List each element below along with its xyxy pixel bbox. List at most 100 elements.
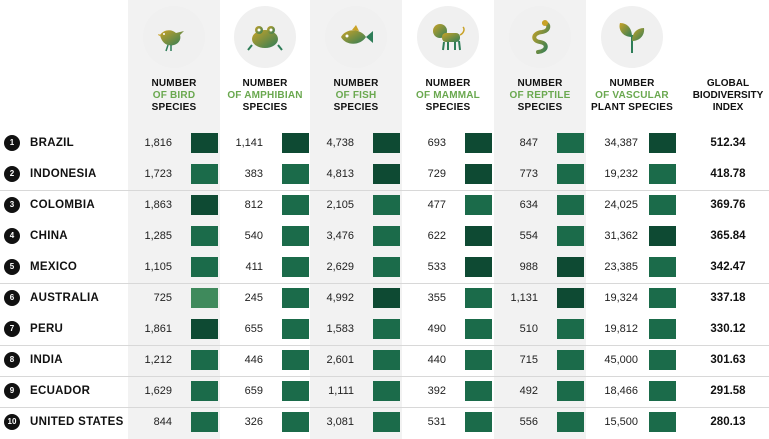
cell-value-mammal: 531	[427, 416, 446, 428]
cell-value-fish: 1,583	[326, 323, 354, 335]
cell-value-plant: 31,362	[604, 230, 638, 242]
rank-badge: 8	[4, 352, 20, 368]
column-header-line2: OF AMPHIBIAN	[227, 90, 303, 101]
cell-value-plant: 19,324	[604, 292, 638, 304]
snake-icon	[509, 6, 571, 68]
bird-icon	[143, 6, 205, 68]
cell-value-plant: 34,387	[604, 137, 638, 149]
rank-badge: 5	[4, 259, 20, 275]
shade-swatch-mammal	[465, 350, 492, 370]
rank-badge: 1	[4, 135, 20, 151]
cell-value-mammal: 440	[427, 354, 446, 366]
plant-icon	[601, 6, 663, 68]
shade-swatch-fish	[373, 164, 400, 184]
shade-swatch-amphibian	[282, 133, 309, 153]
table-row: 1 BRAZIL 1,816 1,141 4,738 693 847 34,387 512.34	[0, 128, 769, 159]
shade-swatch-reptile	[557, 288, 584, 308]
shade-swatch-reptile	[557, 133, 584, 153]
cell-value-bird: 1,723	[144, 168, 172, 180]
rank-badge: 9	[4, 383, 20, 399]
cell-value-amphibian: 812	[244, 199, 263, 211]
row-separator	[0, 283, 769, 284]
shade-swatch-bird	[191, 195, 218, 215]
table-row: 4 CHINA 1,285 540 3,476 622 554 31,362 365.84	[0, 221, 769, 252]
cell-value-plant: 15,500	[604, 416, 638, 428]
cell-value-amphibian: 245	[244, 292, 263, 304]
biodiversity-index-value: 512.34	[710, 137, 746, 149]
column-header-line2: OF REPTILE	[509, 90, 571, 101]
column-header-plant: NUMBER OF VASCULAR PLANT SPECIES	[586, 78, 678, 114]
column-header-reptile: NUMBER OF REPTILE SPECIES	[494, 78, 586, 114]
biodiversity-index-value: 365.84	[710, 230, 746, 242]
shade-swatch-plant	[649, 381, 676, 401]
shade-swatch-amphibian	[282, 381, 309, 401]
shade-swatch-amphibian	[282, 319, 309, 339]
cell-value-fish: 2,629	[326, 261, 354, 273]
cell-value-reptile: 634	[519, 199, 538, 211]
cell-value-reptile: 510	[519, 323, 538, 335]
cell-value-fish: 3,476	[326, 230, 354, 242]
rank-badge: 2	[4, 166, 20, 182]
shade-swatch-reptile	[557, 319, 584, 339]
cell-value-bird: 1,816	[144, 137, 172, 149]
column-header-line3: SPECIES	[151, 102, 197, 113]
country-name: INDIA	[30, 354, 63, 366]
cell-value-reptile: 988	[519, 261, 538, 273]
cell-value-mammal: 533	[427, 261, 446, 273]
column-header-line1: NUMBER	[242, 78, 288, 89]
table-row: 3 COLOMBIA 1,863 812 2,105 477 634 24,025 369.76	[0, 190, 769, 221]
country-name: CHINA	[30, 230, 68, 242]
cell-value-plant: 24,025	[604, 199, 638, 211]
table-row: 10 UNITED STATES 844 326 3,081 531 556 15,500 28…	[0, 407, 769, 438]
cell-value-bird: 844	[153, 416, 172, 428]
shade-swatch-mammal	[465, 288, 492, 308]
table-row: 5 MEXICO 1,105 411 2,629 533 988 23,385 342.47	[0, 252, 769, 283]
cell-value-mammal: 729	[427, 168, 446, 180]
country-name: ECUADOR	[30, 385, 91, 397]
cell-value-fish: 1,111	[328, 385, 354, 397]
shade-swatch-plant	[649, 226, 676, 246]
country-name: BRAZIL	[30, 137, 74, 149]
shade-swatch-bird	[191, 164, 218, 184]
column-header-line3: SPECIES	[425, 102, 471, 113]
column-header-line3: SPECIES	[242, 102, 288, 113]
cell-value-reptile: 492	[519, 385, 538, 397]
rank-badge: 4	[4, 228, 20, 244]
cell-value-plant: 45,000	[604, 354, 638, 366]
cell-value-fish: 3,081	[326, 416, 354, 428]
country-name: AUSTRALIA	[30, 292, 100, 304]
cell-value-bird: 1,629	[144, 385, 172, 397]
table-row: 8 INDIA 1,212 446 2,601 440 715 45,000 301.63	[0, 345, 769, 376]
table-row: 2 INDONESIA 1,723 383 4,813 729 773 19,232 418.7…	[0, 159, 769, 190]
column-header-line2: OF VASCULAR	[595, 90, 669, 101]
shade-swatch-plant	[649, 257, 676, 277]
index-header-line1: GLOBAL	[706, 78, 750, 89]
index-header: GLOBAL BIODIVERSITY INDEX	[690, 78, 766, 114]
shade-swatch-mammal	[465, 381, 492, 401]
cell-value-fish: 4,992	[326, 292, 354, 304]
cell-value-reptile: 715	[519, 354, 538, 366]
column-header-line2: OF MAMMAL	[415, 90, 480, 101]
shade-swatch-amphibian	[282, 412, 309, 432]
shade-swatch-plant	[649, 195, 676, 215]
cell-value-amphibian: 540	[244, 230, 263, 242]
cell-value-mammal: 355	[427, 292, 446, 304]
rank-badge: 7	[4, 321, 20, 337]
column-header-line1: NUMBER	[151, 78, 197, 89]
cell-value-bird: 725	[153, 292, 172, 304]
shade-swatch-amphibian	[282, 226, 309, 246]
country-name: INDONESIA	[30, 168, 97, 180]
cell-value-fish: 2,105	[326, 199, 354, 211]
rank-badge: 10	[4, 414, 20, 430]
cell-value-amphibian: 655	[244, 323, 263, 335]
shade-swatch-reptile	[557, 164, 584, 184]
cell-value-mammal: 622	[427, 230, 446, 242]
fish-icon	[325, 6, 387, 68]
shade-swatch-plant	[649, 350, 676, 370]
shade-swatch-mammal	[465, 257, 492, 277]
rank-badge: 3	[4, 197, 20, 213]
column-header-line1: NUMBER	[333, 78, 379, 89]
shade-swatch-reptile	[557, 226, 584, 246]
shade-swatch-fish	[373, 381, 400, 401]
